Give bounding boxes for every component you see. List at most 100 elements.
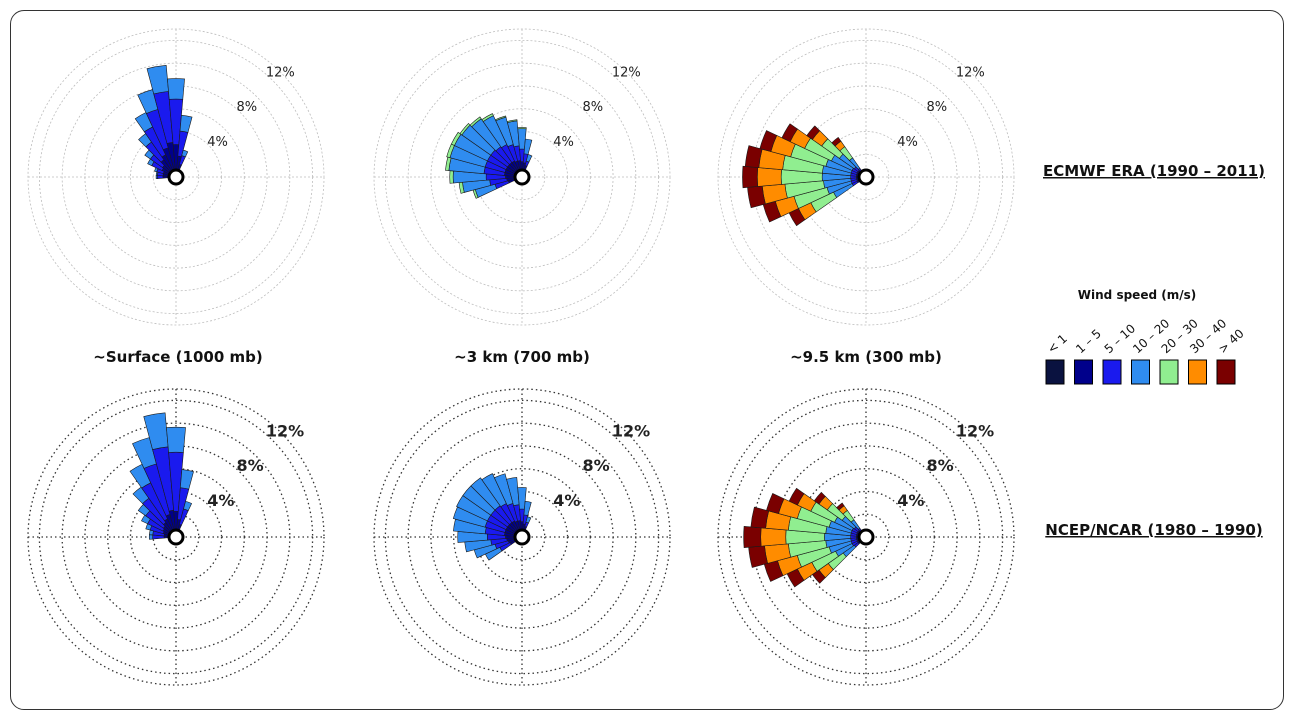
wind-rose-bar xyxy=(523,138,533,155)
ring-label: 4% xyxy=(553,491,580,510)
ring-label: 12% xyxy=(956,65,985,80)
ring-label: 8% xyxy=(237,100,258,115)
column-title-3km: ~3 km (700 mb) xyxy=(454,348,590,366)
wind-rose-bar xyxy=(179,114,193,133)
wind-rose-bar xyxy=(806,125,821,140)
grid-ring xyxy=(476,131,568,223)
legend-swatch xyxy=(1131,359,1150,385)
wind-rose-bar xyxy=(747,185,766,209)
ring-label: 4% xyxy=(897,135,918,150)
center-hub xyxy=(167,528,185,546)
center-hub xyxy=(513,168,531,186)
wind-rose-bar xyxy=(742,165,759,189)
legend-item: > 40 xyxy=(1216,326,1247,385)
wind-rose-bar xyxy=(756,167,782,187)
grid-ring xyxy=(130,131,222,223)
legend-item: 1 – 5 xyxy=(1073,326,1104,385)
grid-ring xyxy=(797,468,935,606)
legend-swatch xyxy=(1188,359,1207,385)
wind-rose-bar xyxy=(183,500,193,512)
wind-rose-bar xyxy=(748,545,768,568)
ring-label: 4% xyxy=(553,135,574,150)
legend-swatch xyxy=(1216,359,1236,385)
wind-rose-bar xyxy=(506,119,518,123)
ring-label: 4% xyxy=(897,491,924,510)
grid-ring xyxy=(129,490,223,584)
legend-swatch xyxy=(1045,359,1065,385)
legend-label: 1 – 5 xyxy=(1073,326,1104,356)
legend-label: < 1 xyxy=(1045,331,1070,356)
wind-rose-bar xyxy=(836,502,845,511)
ring-label: 12% xyxy=(612,421,650,440)
wind-rose-bar xyxy=(181,149,189,158)
wind-rose-bar xyxy=(449,170,454,184)
grid-ring xyxy=(152,153,200,201)
wind-rose-bar xyxy=(470,477,501,511)
wind-rose-bar xyxy=(494,115,507,122)
grid-ring xyxy=(751,422,981,652)
grid-ring xyxy=(820,131,912,223)
outer-ring xyxy=(27,388,325,686)
legend-item: < 1 xyxy=(1045,331,1070,385)
wind-rose-panel-1: 4% 8% 12% xyxy=(27,28,325,326)
ring-label: 8% xyxy=(583,456,610,475)
grid-ring xyxy=(407,422,637,652)
wind-rose-bar xyxy=(143,412,169,450)
grid-ring xyxy=(61,422,291,652)
wind-rose-bar xyxy=(523,500,532,516)
outer-ring xyxy=(373,28,671,326)
wind-rose-bar xyxy=(148,534,154,540)
ring-label: 4% xyxy=(207,491,234,510)
grid-ring xyxy=(384,39,660,315)
column-title-9-5km: ~9.5 km (300 mb) xyxy=(790,348,942,366)
wind-rose-bar xyxy=(766,493,785,514)
wind-rose-bar xyxy=(525,154,533,163)
legend-label: 5 – 10 xyxy=(1102,321,1139,356)
wind-rose-bar xyxy=(179,469,194,490)
column-title-surface: ~Surface (1000 mb) xyxy=(93,348,262,366)
grid-ring xyxy=(774,445,958,629)
wind-rose-bar xyxy=(759,130,778,152)
legend-swatch xyxy=(1159,359,1179,385)
row-label-ecmwf: ECMWF ERA (1990 – 2011) xyxy=(1043,162,1265,180)
wind-rose-bar xyxy=(788,487,805,506)
ring-label: 8% xyxy=(927,100,948,115)
legend-title: Wind speed (m/s) xyxy=(1078,288,1196,302)
grid-ring xyxy=(498,153,546,201)
legend-swatch xyxy=(1102,359,1122,385)
wind-rose-bar xyxy=(146,64,169,95)
wind-rose-bar xyxy=(750,506,770,529)
wind-rose-bar xyxy=(831,136,842,147)
ring-label: 12% xyxy=(956,421,994,440)
grid-ring xyxy=(728,39,1004,315)
grid-ring xyxy=(384,399,660,675)
wind-rose-bar xyxy=(469,116,482,128)
grid-ring xyxy=(38,39,314,315)
outer-ring xyxy=(717,388,1015,686)
wind-rose-bar xyxy=(481,113,494,122)
outer-ring xyxy=(717,28,1015,326)
wind-rose-bar xyxy=(744,145,763,168)
wind-rose-bar xyxy=(517,487,527,510)
grid-ring xyxy=(797,108,935,246)
ring-label: 12% xyxy=(612,65,641,80)
grid-ring xyxy=(842,153,890,201)
center-hub xyxy=(513,528,531,546)
grid-ring xyxy=(453,108,591,246)
wind-rose-panel-3: 4% 8% 12% xyxy=(717,28,1015,326)
grid-ring xyxy=(842,513,890,561)
wind-rose-panel-2: 4% 8% 12% xyxy=(373,28,671,326)
grid-ring xyxy=(475,490,569,584)
grid-ring xyxy=(107,468,245,606)
grid-ring xyxy=(453,468,591,606)
wind-rose-bar xyxy=(760,527,787,547)
ring-label: 8% xyxy=(927,456,954,475)
wind-rose-panel-6: 4%8%12% xyxy=(717,388,1015,686)
center-hub xyxy=(167,168,185,186)
wind-rose-figure: 4%8%12%4%8%12%4%8%12%4%8%12%4%8%12%4%8%1… xyxy=(27,28,1265,686)
wind-rose-bar xyxy=(813,491,826,505)
legend-swatch xyxy=(1074,359,1093,385)
grid-ring xyxy=(61,62,291,292)
